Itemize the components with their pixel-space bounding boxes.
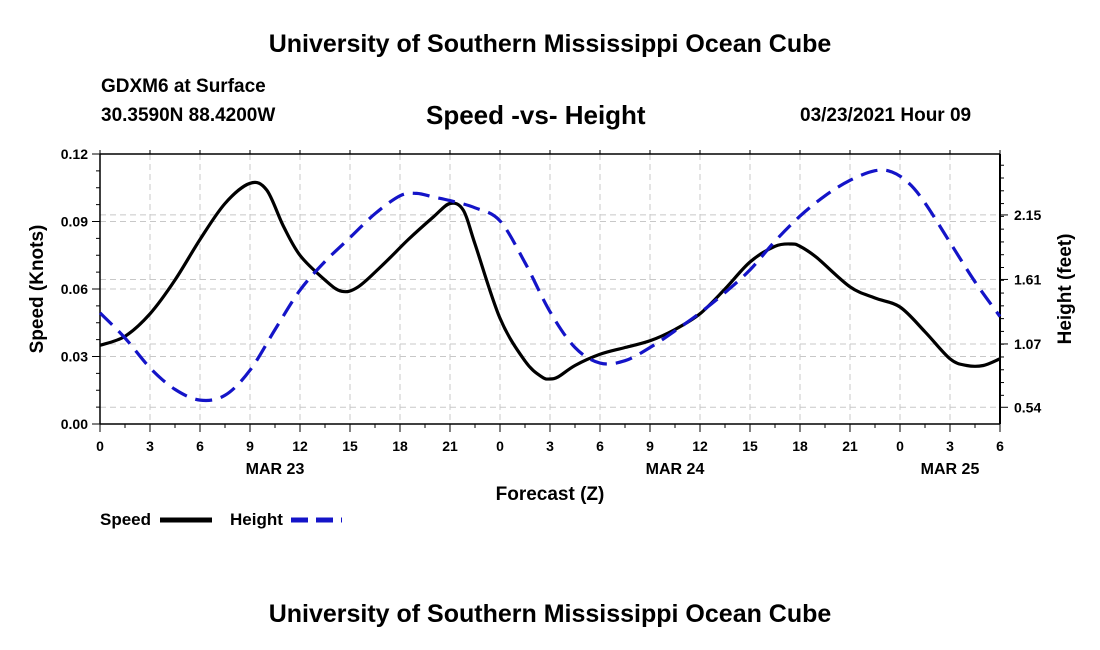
y2-tick-label: 1.07 [1014,336,1041,352]
date-label: MAR 25 [921,461,980,478]
x-tick-label: 3 [546,438,554,454]
x-tick-label: 12 [692,438,708,454]
x-tick-label: 0 [896,438,904,454]
x-tick-label: 12 [292,438,308,454]
x-tick-label: 15 [742,438,758,454]
x-tick-label: 15 [342,438,358,454]
x-tick-label: 21 [842,438,858,454]
station-name: GDXM6 at Surface [101,76,266,97]
speed-series-line [99,180,1001,381]
axis-labels: 0 3 6 9 12 15 18 21 0 3 6 9 12 15 18 21 0 3 6 0.00 0.03 0.06 0… [27,146,1076,505]
x-tick-label: 3 [146,438,154,454]
x-tick-label: 6 [596,438,604,454]
legend-height-label: Height [230,510,283,529]
series [98,168,1002,403]
chart-title: Speed -vs- Height [426,100,646,130]
date-label: MAR 23 [246,461,305,478]
x-tick-label: 0 [496,438,504,454]
y-tick-label: 0.03 [61,349,88,365]
footer-title: University of Southern Mississippi Ocean… [268,600,832,628]
y-axis-label: Speed (Knots) [27,225,48,354]
y2-tick-label: 0.54 [1014,399,1041,415]
axes [92,150,1008,432]
y-tick-label: 0.00 [61,416,88,432]
x-tick-label: 6 [196,438,204,454]
grid [100,154,1000,424]
x-axis-label: Forecast (Z) [496,484,605,505]
x-tick-label: 9 [246,438,254,454]
y2-tick-label: 2.15 [1014,207,1041,223]
y-tick-label: 0.06 [61,281,88,297]
y-tick-label: 0.12 [61,146,88,162]
legend-speed-label: Speed [100,510,151,529]
y2-tick-label: 1.61 [1014,271,1041,287]
x-tick-label: 6 [996,438,1004,454]
page-title: University of Southern Mississippi Ocean… [268,30,832,58]
legend: Speed Height [100,510,342,529]
x-tick-label: 18 [792,438,808,454]
x-tick-label: 9 [646,438,654,454]
height-series-line [98,168,1002,403]
date-label: MAR 24 [646,461,705,478]
y-tick-label: 0.09 [61,214,88,230]
x-tick-label: 21 [442,438,458,454]
x-tick-label: 3 [946,438,954,454]
x-tick-label: 18 [392,438,408,454]
forecast-datetime: 03/23/2021 Hour 09 [800,105,972,126]
y2-axis-label: Height (feet) [1055,234,1076,345]
x-tick-label: 0 [96,438,104,454]
station-coords: 30.3590N 88.4200W [101,105,276,126]
